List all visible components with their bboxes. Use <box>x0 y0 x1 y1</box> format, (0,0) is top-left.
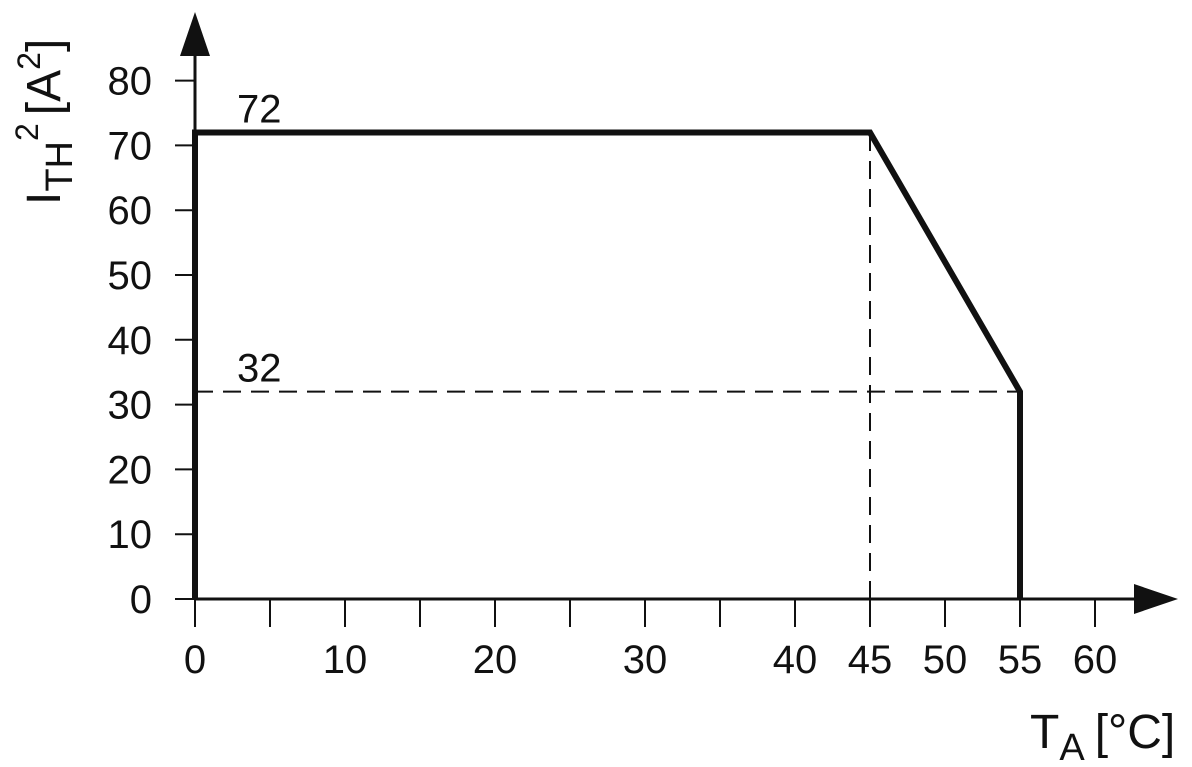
y-tick-label: 20 <box>108 448 153 492</box>
y-tick-label: 0 <box>130 578 152 622</box>
derating-curve <box>192 129 1023 599</box>
series <box>192 129 1023 599</box>
x-tick-label: 55 <box>998 638 1043 682</box>
annotations: 72 32 <box>237 87 282 390</box>
y-axis-arrow <box>180 12 210 56</box>
x-tick-label: 60 <box>1073 638 1118 682</box>
x-axis-title: TA [°C] <box>1030 706 1175 767</box>
reference-lines <box>195 132 1020 599</box>
x-ticks <box>194 599 1096 627</box>
y-axis-title: ITH2[A2] <box>9 39 81 205</box>
x-tick-label: 45 <box>848 638 893 682</box>
x-axis-arrow <box>1134 584 1178 614</box>
x-tick-labels: 0 10 20 30 40 45 50 55 60 <box>184 638 1117 682</box>
y-tick-label: 50 <box>108 254 153 298</box>
y-tick-label: 30 <box>108 384 153 428</box>
x-tick-label: 0 <box>184 638 206 682</box>
axes <box>180 12 1178 614</box>
y-tick-label: 80 <box>108 60 153 104</box>
x-tick-label: 40 <box>773 638 818 682</box>
value-annotation: 72 <box>237 87 282 131</box>
y-tick-label: 10 <box>108 513 153 557</box>
x-tick-label: 20 <box>473 638 518 682</box>
value-annotation: 32 <box>237 347 282 391</box>
y-tick-label: 70 <box>108 124 153 168</box>
x-tick-label: 10 <box>323 638 368 682</box>
y-tick-label: 40 <box>108 319 153 363</box>
y-tick-label: 60 <box>108 189 153 233</box>
y-tick-labels: 0 10 20 30 40 50 60 70 80 <box>108 60 153 622</box>
x-tick-label: 30 <box>623 638 668 682</box>
y-ticks <box>175 79 195 600</box>
x-tick-label: 50 <box>923 638 968 682</box>
